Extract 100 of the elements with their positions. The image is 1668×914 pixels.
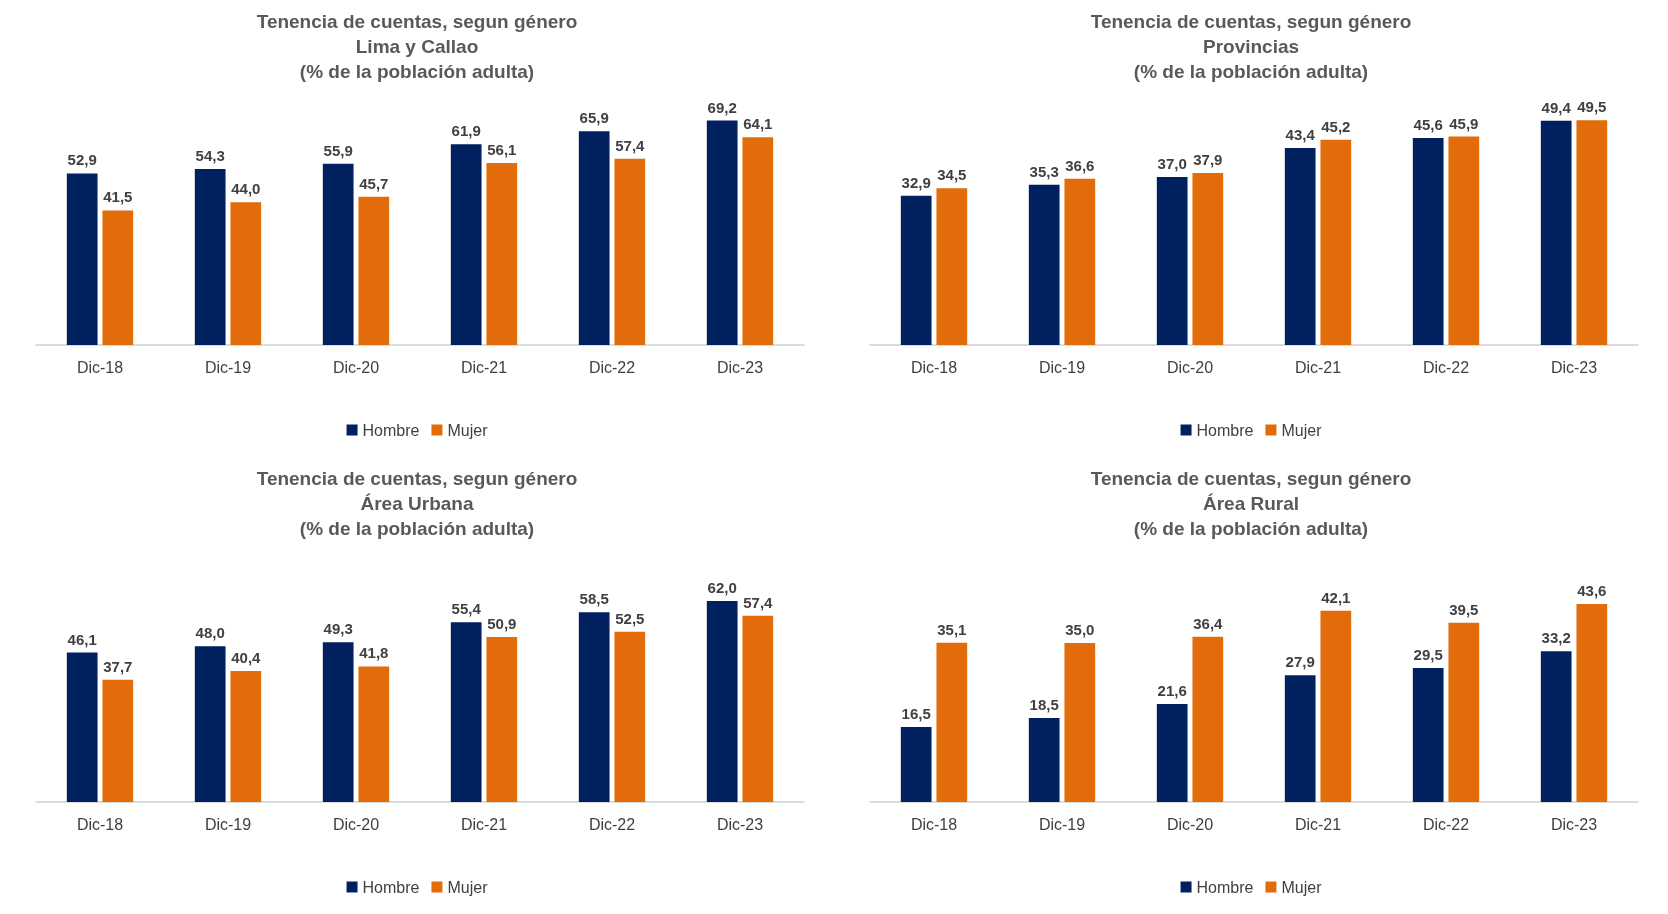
x-tick-label: Dic-20	[1166, 815, 1214, 833]
bar	[1064, 643, 1096, 802]
bar	[1064, 178, 1096, 345]
data-label: 65,9	[579, 109, 609, 127]
bar	[66, 173, 98, 345]
bar	[936, 642, 968, 802]
bar	[102, 679, 134, 802]
data-label: 34,5	[937, 166, 967, 184]
bar	[450, 144, 482, 345]
data-label: 52,5	[615, 609, 645, 627]
chart-title: Tenencia de cuentas, segun género	[1090, 468, 1412, 489]
x-tick-label: Dic-18	[76, 815, 124, 833]
data-label: 62,0	[707, 578, 737, 596]
data-label: 29,5	[1413, 646, 1443, 664]
data-label: 56,1	[487, 141, 517, 159]
bar	[230, 670, 262, 802]
chart-subtitle: Lima y Callao (% de la población adulta)	[299, 36, 535, 82]
bar	[1448, 136, 1480, 345]
data-label: 57,4	[615, 136, 646, 154]
data-label: 45,7	[359, 174, 389, 192]
bar	[1156, 177, 1188, 345]
bar	[1028, 184, 1060, 345]
data-label: 37,7	[103, 657, 133, 675]
legend-label: Hombre	[362, 421, 420, 439]
x-tick-label: Dic-18	[76, 358, 124, 376]
bar	[1576, 120, 1608, 345]
bar	[1412, 668, 1444, 802]
chart-subtitle: Provincias (% de la población adulta)	[1133, 36, 1369, 82]
bar	[1284, 147, 1316, 345]
x-tick-label: Dic-21	[460, 815, 508, 833]
x-tick-label: Dic-22	[1422, 358, 1470, 376]
bar	[66, 652, 98, 802]
data-label: 32,9	[901, 173, 931, 191]
x-tick-label: Dic-23	[1550, 358, 1598, 376]
legend-label: Hombre	[1196, 421, 1254, 439]
data-label: 50,9	[487, 614, 517, 632]
bar	[486, 636, 518, 802]
bar	[358, 196, 390, 345]
x-tick-label: Dic-19	[204, 815, 252, 833]
x-tick-label: Dic-21	[1294, 815, 1342, 833]
bar	[706, 600, 738, 802]
data-label: 61,9	[451, 122, 481, 140]
chart-subtitle: Área Rural (% de la población adulta)	[1133, 493, 1369, 539]
bar	[578, 612, 610, 802]
bar	[614, 158, 646, 345]
data-label: 35,3	[1029, 162, 1059, 180]
data-label: 27,9	[1285, 653, 1315, 671]
bar	[102, 210, 134, 345]
data-label: 43,6	[1577, 582, 1607, 600]
bar	[936, 188, 968, 345]
chart-subtitle: Área Urbana (% de la población adulta)	[299, 493, 535, 539]
data-label: 52,9	[67, 151, 97, 169]
data-label: 41,5	[103, 188, 133, 206]
bar	[322, 163, 354, 345]
x-tick-label: Dic-21	[460, 358, 508, 376]
bar	[194, 646, 226, 802]
bar	[706, 120, 738, 345]
x-tick-label: Dic-23	[716, 358, 764, 376]
legend-label: Mujer	[447, 421, 489, 439]
legend-label: Mujer	[447, 878, 489, 896]
data-label: 37,9	[1193, 150, 1223, 168]
bar	[742, 137, 774, 345]
chart-title: Tenencia de cuentas, segun género	[256, 11, 578, 32]
x-tick-label: Dic-23	[1550, 815, 1598, 833]
data-label: 49,5	[1577, 98, 1607, 116]
bar	[1576, 604, 1608, 802]
x-tick-label: Dic-20	[332, 815, 380, 833]
data-label: 21,6	[1157, 681, 1187, 699]
data-label: 64,1	[743, 115, 773, 133]
bar	[1192, 172, 1224, 345]
bar	[1156, 703, 1188, 802]
data-label: 39,5	[1449, 600, 1479, 618]
data-label: 45,2	[1321, 117, 1351, 135]
data-label: 49,4	[1541, 98, 1572, 116]
bar	[358, 666, 390, 802]
bar	[1028, 718, 1060, 802]
bar	[1448, 622, 1480, 802]
legend-label: Mujer	[1281, 421, 1323, 439]
bar	[900, 195, 932, 345]
x-tick-label: Dic-22	[588, 815, 636, 833]
bar	[322, 642, 354, 802]
bar	[1412, 137, 1444, 345]
bar	[486, 163, 518, 345]
bar	[1284, 675, 1316, 802]
bar	[450, 622, 482, 802]
legend-label: Hombre	[362, 878, 420, 896]
x-tick-label: Dic-22	[588, 358, 636, 376]
data-label: 44,0	[231, 180, 261, 198]
bar	[578, 131, 610, 345]
data-label: 16,5	[901, 705, 931, 723]
bar	[1540, 651, 1572, 802]
bar	[194, 168, 226, 345]
data-label: 45,9	[1449, 114, 1479, 132]
bar	[1192, 636, 1224, 802]
data-label: 58,5	[579, 590, 609, 608]
data-label: 48,0	[195, 624, 225, 642]
bar	[230, 202, 262, 345]
bar	[1320, 139, 1352, 345]
bar	[742, 615, 774, 802]
data-label: 69,2	[707, 98, 737, 116]
